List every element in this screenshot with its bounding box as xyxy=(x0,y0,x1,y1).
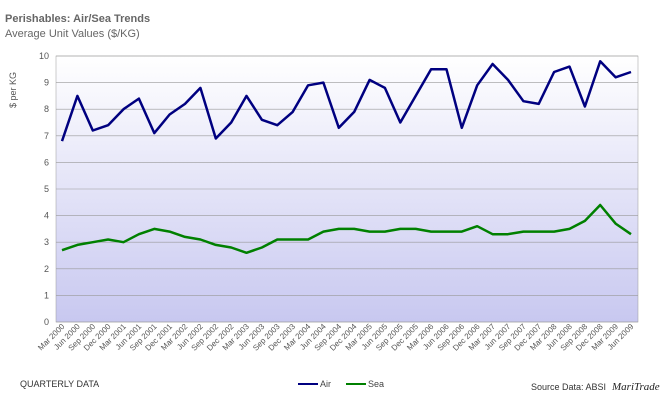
y-tick-label: 9 xyxy=(44,78,49,88)
y-tick-label: 7 xyxy=(44,131,49,141)
series-line-sea xyxy=(61,203,632,255)
series-lines xyxy=(60,60,632,255)
y-tick-label: 5 xyxy=(44,184,49,194)
y-tick-label: 6 xyxy=(44,157,49,167)
y-tick-label: 0 xyxy=(44,317,49,327)
series-line-air xyxy=(60,60,632,142)
y-axis-ticks: 0 1 2 3 4 5 6 7 8 9 10 xyxy=(39,51,49,327)
legend-label-sea: Sea xyxy=(368,379,384,389)
legend: Air Sea xyxy=(298,379,384,389)
chart-title: Perishables: Air/Sea Trends xyxy=(5,13,150,25)
y-tick-label: 8 xyxy=(44,104,49,114)
source-brand-logo: MariTrade xyxy=(611,381,660,393)
source-note: Source Data: ABSI xyxy=(531,382,606,392)
y-tick-label: 10 xyxy=(39,51,49,61)
y-tick-label: 4 xyxy=(44,211,49,221)
y-tick-label: 2 xyxy=(44,264,49,274)
quarterly-data-note: QUARTERLY DATA xyxy=(20,379,99,389)
y-tick-label: 1 xyxy=(44,290,49,300)
chart-subtitle: Average Unit Values ($/KG) xyxy=(5,28,140,40)
y-tick-label: 3 xyxy=(44,237,49,247)
legend-label-air: Air xyxy=(320,379,331,389)
y-axis-label: $ per KG xyxy=(8,72,18,108)
gridlines xyxy=(56,55,638,323)
